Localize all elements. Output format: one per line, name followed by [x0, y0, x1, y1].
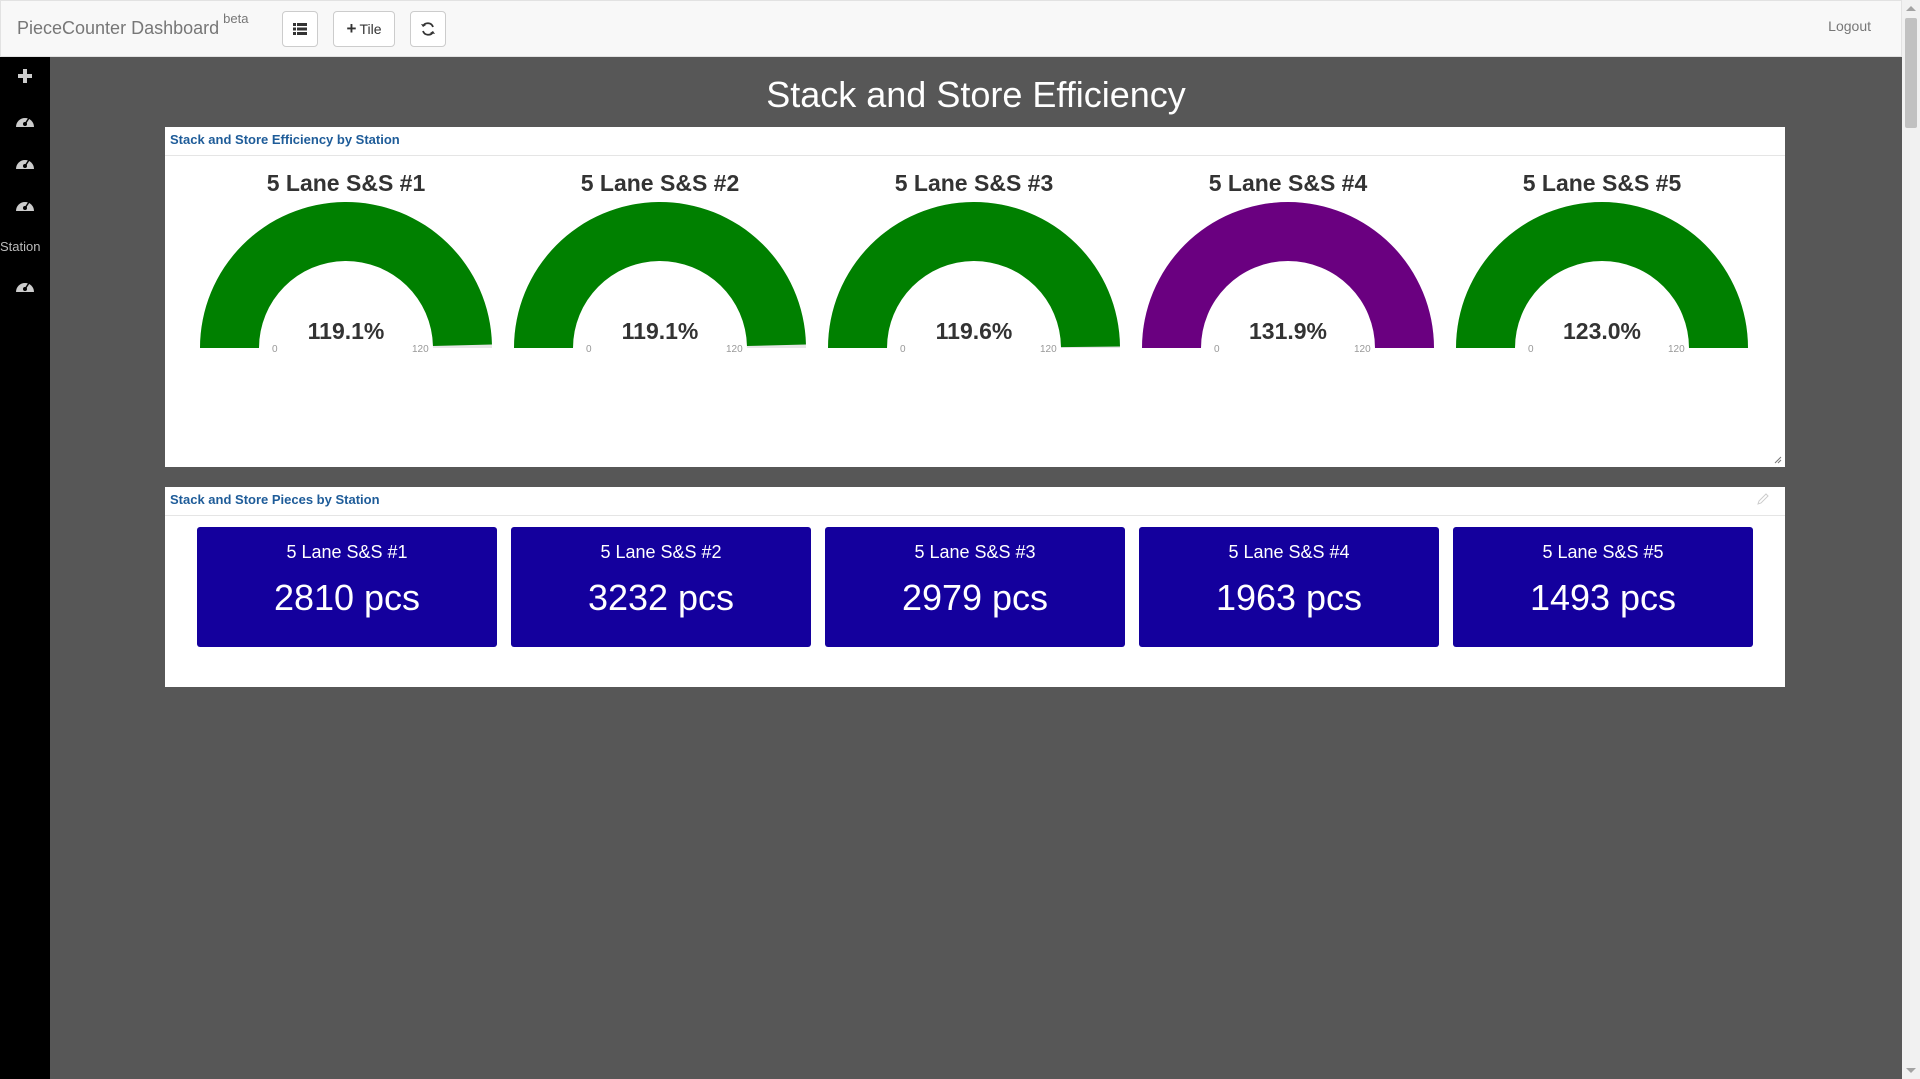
tile-piece-count: 1963 pcs	[1215, 577, 1363, 618]
station-piece-tile[interactable]: 5 Lane S&S #3 2979 pcs	[825, 527, 1125, 647]
sidebar-item-dashboard-1[interactable]	[0, 106, 50, 136]
gauge-value: 119.6%	[935, 318, 1013, 344]
gauge-value: 131.9%	[1248, 318, 1327, 344]
refresh-button[interactable]	[410, 11, 446, 47]
top-navbar: PieceCounter Dashboard beta + Tile Logout	[0, 0, 1902, 57]
vertical-scrollbar[interactable]	[1902, 0, 1920, 1079]
gauge-arc	[1456, 202, 1748, 348]
scroll-down-arrow-icon[interactable]	[1906, 1068, 1916, 1073]
gauge-value-arc	[828, 201, 1120, 348]
list-icon	[293, 23, 307, 35]
scroll-thumb[interactable]	[1905, 18, 1917, 128]
tile-station-name: 5 Lane S&S #1	[286, 542, 408, 562]
gauge-min-label: 0	[586, 344, 592, 355]
gauge-min-label: 0	[1214, 344, 1220, 355]
tile-piece-count: 1493 pcs	[1529, 577, 1677, 618]
gauge-value-arc	[200, 202, 492, 348]
gauge-title: 5 Lane S&S #4	[1208, 170, 1368, 196]
dashboard-icon	[16, 117, 34, 127]
scroll-up-arrow-icon[interactable]	[1906, 6, 1916, 11]
list-view-button[interactable]	[282, 11, 318, 47]
tile-station-name: 5 Lane S&S #5	[1542, 542, 1664, 562]
sidebar-item-dashboard-2[interactable]	[0, 148, 50, 178]
gauge-max-label: 120	[1040, 344, 1057, 355]
gauge-title: 5 Lane S&S #3	[894, 170, 1054, 196]
pieces-panel-title: Stack and Store Pieces by Station	[165, 487, 1785, 516]
gauge-max-label: 120	[1668, 344, 1685, 355]
brand-beta-badge: beta	[223, 11, 249, 26]
gauge-min-label: 0	[900, 344, 906, 355]
page-title: Stack and Store Efficiency	[766, 74, 1186, 115]
refresh-icon	[421, 22, 435, 36]
edit-pencil-icon[interactable]	[1757, 493, 1769, 505]
tile-piece-count: 2979 pcs	[901, 577, 1049, 618]
tile-station-name: 5 Lane S&S #3	[914, 542, 1036, 562]
sidebar-item-station[interactable]: Station	[0, 238, 41, 254]
gauge-value-arc	[514, 202, 806, 348]
station-piece-tile[interactable]: 5 Lane S&S #2 3232 pcs	[511, 527, 811, 647]
station-piece-tile[interactable]: 5 Lane S&S #4 1963 pcs	[1139, 527, 1439, 647]
plus-icon: +	[346, 19, 357, 38]
dashboard-icon	[16, 282, 34, 292]
sidebar-item-add[interactable]	[0, 61, 50, 91]
sidebar-item-dashboard-3[interactable]	[0, 190, 50, 220]
logout-link[interactable]: Logout	[1828, 18, 1871, 34]
gauge-min-label: 0	[272, 344, 278, 355]
gauge-max-label: 120	[1354, 344, 1371, 355]
efficiency-panel-title: Stack and Store Efficiency by Station	[165, 127, 1785, 156]
brand[interactable]: PieceCounter Dashboard beta	[17, 11, 248, 39]
gauge-arc	[828, 201, 1120, 348]
resize-handle-icon[interactable]	[1773, 455, 1782, 464]
gauge-min-label: 0	[1528, 344, 1534, 355]
gauge-value: 119.1%	[307, 318, 385, 344]
gauge-title: 5 Lane S&S #2	[580, 170, 740, 196]
tile-station-name: 5 Lane S&S #2	[600, 542, 722, 562]
gauge-arc	[1142, 202, 1434, 348]
station-piece-tile[interactable]: 5 Lane S&S #1 2810 pcs	[197, 527, 497, 647]
tile-station-name: 5 Lane S&S #4	[1228, 542, 1350, 562]
gauge-max-label: 120	[412, 344, 429, 355]
tile-piece-count: 3232 pcs	[587, 577, 735, 618]
tile-piece-count: 2810 pcs	[273, 577, 421, 618]
brand-title[interactable]: PieceCounter Dashboard	[17, 18, 220, 38]
plus-icon	[18, 69, 32, 83]
dashboard-icon	[16, 159, 34, 169]
sidebar: Station	[0, 57, 50, 1079]
station-piece-tile[interactable]: 5 Lane S&S #5 1493 pcs	[1453, 527, 1753, 647]
dashboard-icon	[16, 201, 34, 211]
gauge-arc	[200, 202, 492, 348]
gauge-max-label: 120	[726, 344, 743, 355]
sidebar-item-dashboard-4[interactable]	[0, 271, 50, 301]
add-tile-label: Tile	[359, 21, 382, 37]
gauge-value: 123.0%	[1562, 318, 1641, 344]
gauge-title: 5 Lane S&S #5	[1522, 170, 1682, 196]
gauge-value: 119.1%	[621, 318, 699, 344]
gauge-title: 5 Lane S&S #1	[266, 170, 426, 196]
gauge-arc	[514, 202, 806, 348]
add-tile-button[interactable]: + Tile	[333, 11, 395, 47]
gauge-value-arc	[1142, 202, 1434, 348]
gauge-value-arc	[1456, 202, 1748, 348]
